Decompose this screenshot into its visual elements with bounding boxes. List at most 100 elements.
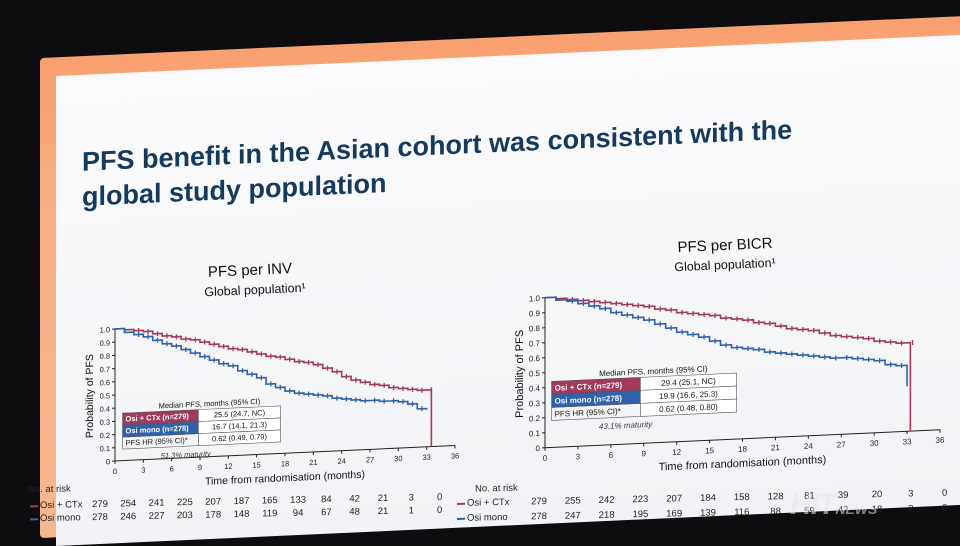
at-risk-count: 279 [524,496,554,508]
y-tick-label: 0.1 [529,429,541,439]
y-tick-label: 0.6 [100,378,110,387]
at-risk-series-swatch [457,503,465,505]
y-tick-label: 0.4 [100,404,110,413]
at-risk-count: 187 [227,496,257,508]
at-risk-count: 178 [198,509,228,521]
at-risk-count: 246 [113,511,143,523]
x-tick-label: 30 [394,454,402,463]
y-tick-label: 0.5 [529,369,541,379]
at-risk-count: 42 [340,493,370,505]
at-risk-count: 184 [693,492,723,504]
y-tick-label: 0.8 [529,324,541,334]
at-risk-count: 227 [142,510,172,522]
at-risk-count: 158 [727,492,757,504]
at-risk-count: 148 [227,509,257,521]
at-risk-count: 0 [425,491,455,503]
x-tick-label: 6 [170,464,174,473]
x-tick-label: 12 [672,448,681,457]
at-risk-count: 88 [761,506,791,518]
y-tick-label: 0.7 [100,365,110,374]
x-tick-label: 27 [837,440,846,449]
y-tick-label: 0.9 [529,309,541,319]
y-tick-label: 0.4 [529,384,541,394]
at-risk-row-label: Osi + CTx [40,499,83,511]
legend-row-label: PFS HR (95% CI)* [126,436,188,448]
x-tick-label: 0 [113,467,117,476]
x-tick-label: 6 [609,451,614,460]
x-tick-label: 15 [705,446,714,455]
y-axis-label: Probability of PFS [84,354,96,439]
watermark-logo: HITNEWS [790,488,877,522]
at-risk-count: 247 [558,510,588,522]
x-tick-label: 9 [642,449,647,458]
y-tick-label: 0.5 [100,391,110,400]
y-tick-label: 0.3 [529,399,541,409]
at-risk-count: 278 [85,512,115,524]
at-risk-count: 195 [625,509,655,521]
at-risk-count: 241 [142,497,172,509]
x-tick-label: 24 [804,442,813,451]
legend-row-label: PFS HR (95% CI)* [555,407,621,419]
y-tick-label: 0.1 [100,444,110,453]
at-risk-row-label: Osi + CTx [467,497,510,509]
at-risk-series-swatch [457,518,465,520]
at-risk-count: 3 [396,492,426,504]
x-axis-label: Time from randomisation (months) [659,454,827,474]
at-risk-count: 21 [368,506,398,518]
maturity-note: 51.3% maturity [161,449,212,460]
y-tick-label: 0.8 [100,352,110,361]
at-risk-count: 254 [113,498,143,510]
at-risk-count: 94 [283,507,313,519]
at-risk-count: 278 [524,511,554,523]
at-risk-count: 0 [930,502,960,514]
y-tick-label: 1.0 [529,294,541,304]
at-risk-count: 242 [592,495,622,507]
at-risk-count: 1 [396,505,426,517]
at-risk-row-label: Osi mono [467,512,508,524]
at-risk-header: No. at risk [28,484,71,496]
x-tick-label: 18 [281,459,289,468]
y-tick-label: 0.6 [529,354,541,364]
at-risk-count: 279 [85,499,115,511]
maturity-note: 43.1% maturity [599,420,653,431]
at-risk-count: 139 [693,507,723,519]
y-axis-label: Probability of PFS [514,330,526,419]
at-risk-count: 48 [340,506,370,518]
at-risk-count: 116 [727,507,757,519]
at-risk-count: 0 [425,504,455,516]
at-risk-count: 223 [625,494,655,506]
x-tick-label: 9 [198,463,202,472]
x-tick-label: 15 [252,460,260,469]
x-tick-label: 12 [224,462,232,471]
at-risk-count: 169 [659,508,689,520]
at-risk-count: 225 [170,497,200,509]
at-risk-count: 207 [198,496,228,508]
y-tick-label: 0 [106,457,110,466]
x-tick-label: 18 [738,445,747,454]
y-tick-label: 0.2 [529,414,541,424]
at-risk-count: 128 [761,491,791,503]
at-risk-count: 3 [896,488,926,500]
x-tick-label: 21 [309,458,317,467]
at-risk-count: 84 [311,494,341,506]
at-risk-count: 207 [659,493,689,505]
at-risk-count: 255 [558,495,588,507]
at-risk-count: 218 [592,510,622,522]
at-risk-count: 2 [896,503,926,515]
y-tick-label: 0 [536,444,541,453]
at-risk-count: 0 [930,487,960,499]
x-tick-label: 27 [366,455,374,464]
y-tick-label: 1.0 [100,325,110,334]
x-tick-label: 36 [936,436,945,445]
x-tick-label: 36 [451,451,459,460]
at-risk-header: No. at risk [475,483,518,495]
at-risk-count: 21 [368,493,398,505]
y-tick-label: 0.9 [100,338,110,347]
x-tick-label: 21 [771,443,780,452]
at-risk-series-swatch [30,505,38,507]
x-tick-label: 3 [141,466,145,475]
